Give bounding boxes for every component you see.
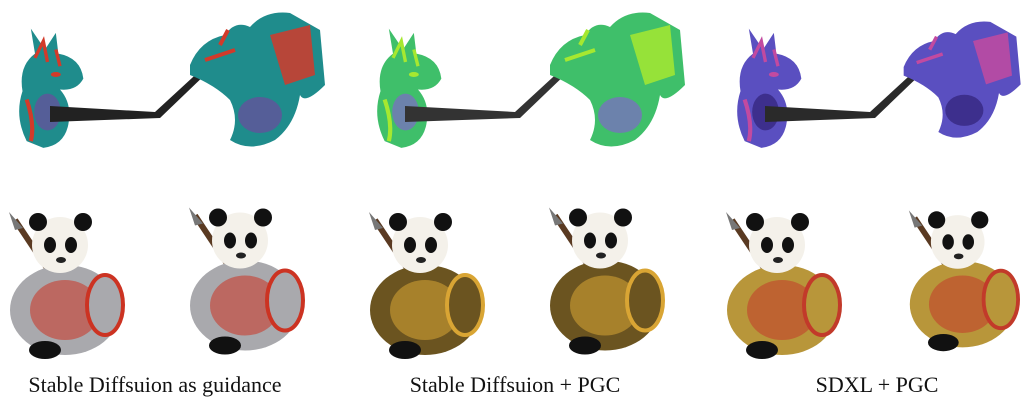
panel-3: [726, 22, 1021, 359]
panel-2: [369, 13, 685, 359]
caption: SDXL + PGC: [816, 372, 939, 397]
panel-1: [9, 13, 325, 359]
caption: Stable Diffsuion as guidance: [28, 372, 281, 397]
caption: Stable Diffsuion + PGC: [410, 372, 621, 397]
figure: Stable Diffsuion as guidance Stable Diff…: [0, 0, 1027, 404]
page: Stable Diffsuion as guidance Stable Diff…: [0, 0, 1027, 404]
